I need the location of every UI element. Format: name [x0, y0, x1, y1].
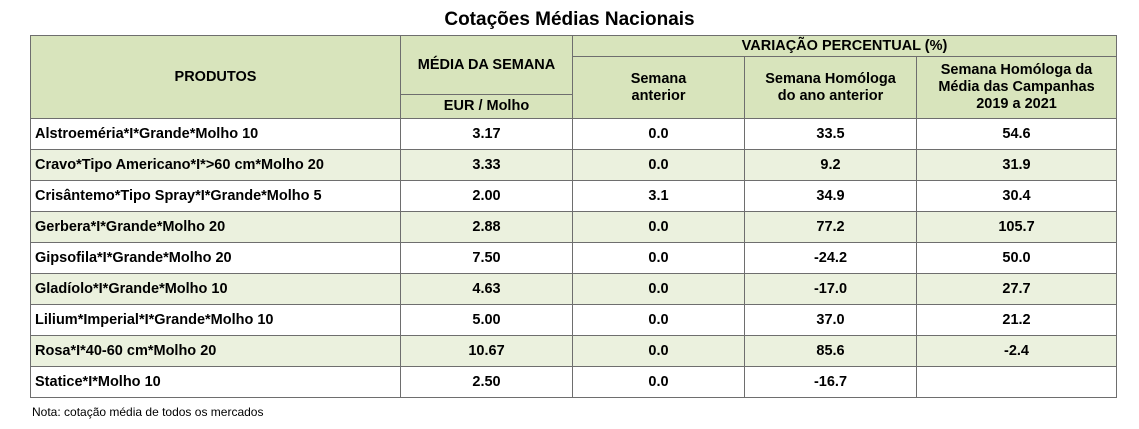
table-row: Lilium*Imperial*I*Grande*Molho 10 5.00 0.0… [30, 304, 1118, 336]
value-cell: 5.00 [400, 304, 573, 336]
value-cell: 31.9 [915, 149, 1118, 181]
header-cell: PRODUTOS [30, 35, 401, 119]
table-row: Crisântemo*Tipo Spray*I*Grande*Molho 5 2.… [30, 180, 1118, 212]
header-cell: MÉDIA DA SEMANA [400, 35, 573, 95]
product-cell: Cravo*Tipo Americano*I*>60 cm*Molho 20 [30, 149, 401, 181]
value-cell: 30.4 [915, 180, 1118, 212]
table-row: Statice*I*Molho 10 2.50 0.0 -16.7 [30, 366, 1118, 398]
value-cell: 34.9 [744, 180, 917, 212]
value-cell: 0.0 [572, 304, 745, 336]
value-cell: -17.0 [744, 273, 917, 305]
table-row: Rosa*I*40-60 cm*Molho 20 10.67 0.0 85.6 -2.4 [30, 335, 1118, 367]
value-cell: 0.0 [572, 118, 745, 150]
header-cell: Semana Homóloga do ano anterior [744, 56, 917, 119]
value-cell: 37.0 [744, 304, 917, 336]
value-cell: 50.0 [915, 242, 1118, 274]
value-cell: 4.63 [400, 273, 573, 305]
product-cell: Gerbera*I*Grande*Molho 20 [30, 211, 401, 243]
value-cell: 33.5 [744, 118, 917, 150]
value-cell [915, 366, 1118, 398]
table-body: Alstroeméria*I*Grande*Molho 10 3.17 0.0 33.… [30, 118, 1118, 398]
value-cell: 9.2 [744, 149, 917, 181]
value-cell: 10.67 [400, 335, 573, 367]
value-cell: 7.50 [400, 242, 573, 274]
value-cell: 105.7 [915, 211, 1118, 243]
value-cell: -2.4 [915, 335, 1118, 367]
value-cell: 27.7 [915, 273, 1118, 305]
value-cell: 21.2 [915, 304, 1118, 336]
product-cell: Gladíolo*I*Grande*Molho 10 [30, 273, 401, 305]
product-cell: Rosa*I*40-60 cm*Molho 20 [30, 335, 401, 367]
value-cell: -24.2 [744, 242, 917, 274]
value-cell: 0.0 [572, 211, 745, 243]
value-cell: 3.17 [400, 118, 573, 150]
value-cell: 2.88 [400, 211, 573, 243]
product-cell: Gipsofila*I*Grande*Molho 20 [30, 242, 401, 274]
product-cell: Lilium*Imperial*I*Grande*Molho 10 [30, 304, 401, 336]
table-row: Gerbera*I*Grande*Molho 20 2.88 0.0 77.2 105.… [30, 211, 1118, 243]
value-cell: 54.6 [915, 118, 1118, 150]
product-cell: Alstroeméria*I*Grande*Molho 10 [30, 118, 401, 150]
table-row: Cravo*Tipo Americano*I*>60 cm*Molho 20 3.… [30, 149, 1118, 181]
value-cell: 77.2 [744, 211, 917, 243]
value-cell: -16.7 [744, 366, 917, 398]
header-cell: EUR / Molho [400, 94, 573, 119]
value-cell: 2.50 [400, 366, 573, 398]
value-cell: 3.33 [400, 149, 573, 181]
value-cell: 0.0 [572, 242, 745, 274]
header-cell: Semana anterior [572, 56, 745, 119]
product-cell: Statice*I*Molho 10 [30, 366, 401, 398]
value-cell: 3.1 [572, 180, 745, 212]
title: Cotações Médias Nacionais [444, 9, 695, 30]
value-cell: 85.6 [744, 335, 917, 367]
value-cell: 2.00 [400, 180, 573, 212]
value-cell: 0.0 [572, 366, 745, 398]
table-row: Gipsofila*I*Grande*Molho 20 7.50 0.0 -24.2 5… [30, 242, 1118, 274]
header-cell: VARIAÇÃO PERCENTUAL (%) [571, 35, 1118, 57]
value-cell: 0.0 [572, 149, 745, 181]
value-cell: 0.0 [572, 335, 745, 367]
header-cell: Semana Homóloga da Média das Campanhas 2… [915, 56, 1118, 119]
product-cell: Crisântemo*Tipo Spray*I*Grande*Molho 5 [30, 180, 401, 212]
price-table: PRODUTOS MÉDIA DA SEMANA VARIAÇÃO PERCEN… [30, 35, 1118, 398]
table-row: Gladíolo*I*Grande*Molho 10 4.63 0.0 -17.0 27… [30, 273, 1118, 305]
value-cell: 0.0 [572, 273, 745, 305]
note: Nota: cotação média de todos os mercados [32, 405, 264, 419]
table-row: Alstroeméria*I*Grande*Molho 10 3.17 0.0 33.… [30, 118, 1118, 150]
